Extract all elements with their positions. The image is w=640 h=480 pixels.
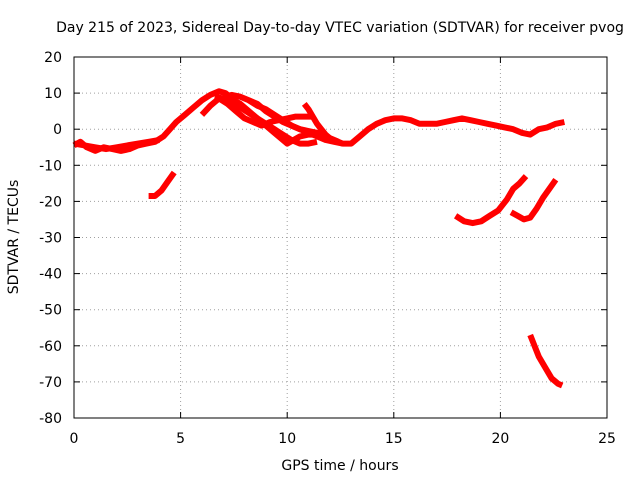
y-tick-label: -40 bbox=[39, 267, 62, 283]
y-axis-label: SDTVAR / TECUs bbox=[6, 180, 22, 295]
tick-label-layer: 0 5 10 15 20 25 20 10 0 -10 -20 -30 -40 -50 -60 -70 -80 bbox=[39, 50, 616, 447]
series-arc-8 bbox=[148, 170, 177, 199]
grid-layer bbox=[74, 57, 607, 418]
y-tick-label: 20 bbox=[44, 50, 62, 66]
x-tick-label: 15 bbox=[385, 431, 403, 447]
plot-frame bbox=[73, 56, 608, 419]
series-arc-11 bbox=[527, 333, 564, 389]
x-axis-label: GPS time / hours bbox=[281, 458, 398, 474]
y-tick-label: -60 bbox=[39, 339, 62, 355]
x-tick-label: 25 bbox=[598, 431, 616, 447]
x-tick-label: 20 bbox=[491, 431, 509, 447]
x-tick-label: 0 bbox=[70, 431, 79, 447]
y-tick-label: 10 bbox=[44, 86, 62, 102]
y-tick-label: 0 bbox=[53, 122, 62, 138]
y-tick-label: -30 bbox=[39, 231, 62, 247]
tick-layer bbox=[73, 56, 608, 419]
series-arc-4 bbox=[214, 93, 318, 147]
x-tick-label: 10 bbox=[278, 431, 296, 447]
series-arc-7 bbox=[301, 102, 340, 145]
y-tick-label: -80 bbox=[39, 411, 62, 427]
series-arc-6 bbox=[247, 97, 344, 147]
y-tick-label: -50 bbox=[39, 303, 62, 319]
y-tick-label: -10 bbox=[39, 158, 62, 174]
series-arc-9 bbox=[453, 174, 529, 227]
chart-title: Day 215 of 2023, Sidereal Day-to-day VTE… bbox=[56, 20, 624, 36]
x-tick-label: 5 bbox=[176, 431, 185, 447]
series-layer bbox=[72, 88, 566, 389]
y-tick-label: -70 bbox=[39, 375, 62, 391]
series-arc-10 bbox=[509, 177, 559, 223]
series-arc-2 bbox=[73, 137, 160, 153]
y-tick-label: -20 bbox=[39, 194, 62, 210]
